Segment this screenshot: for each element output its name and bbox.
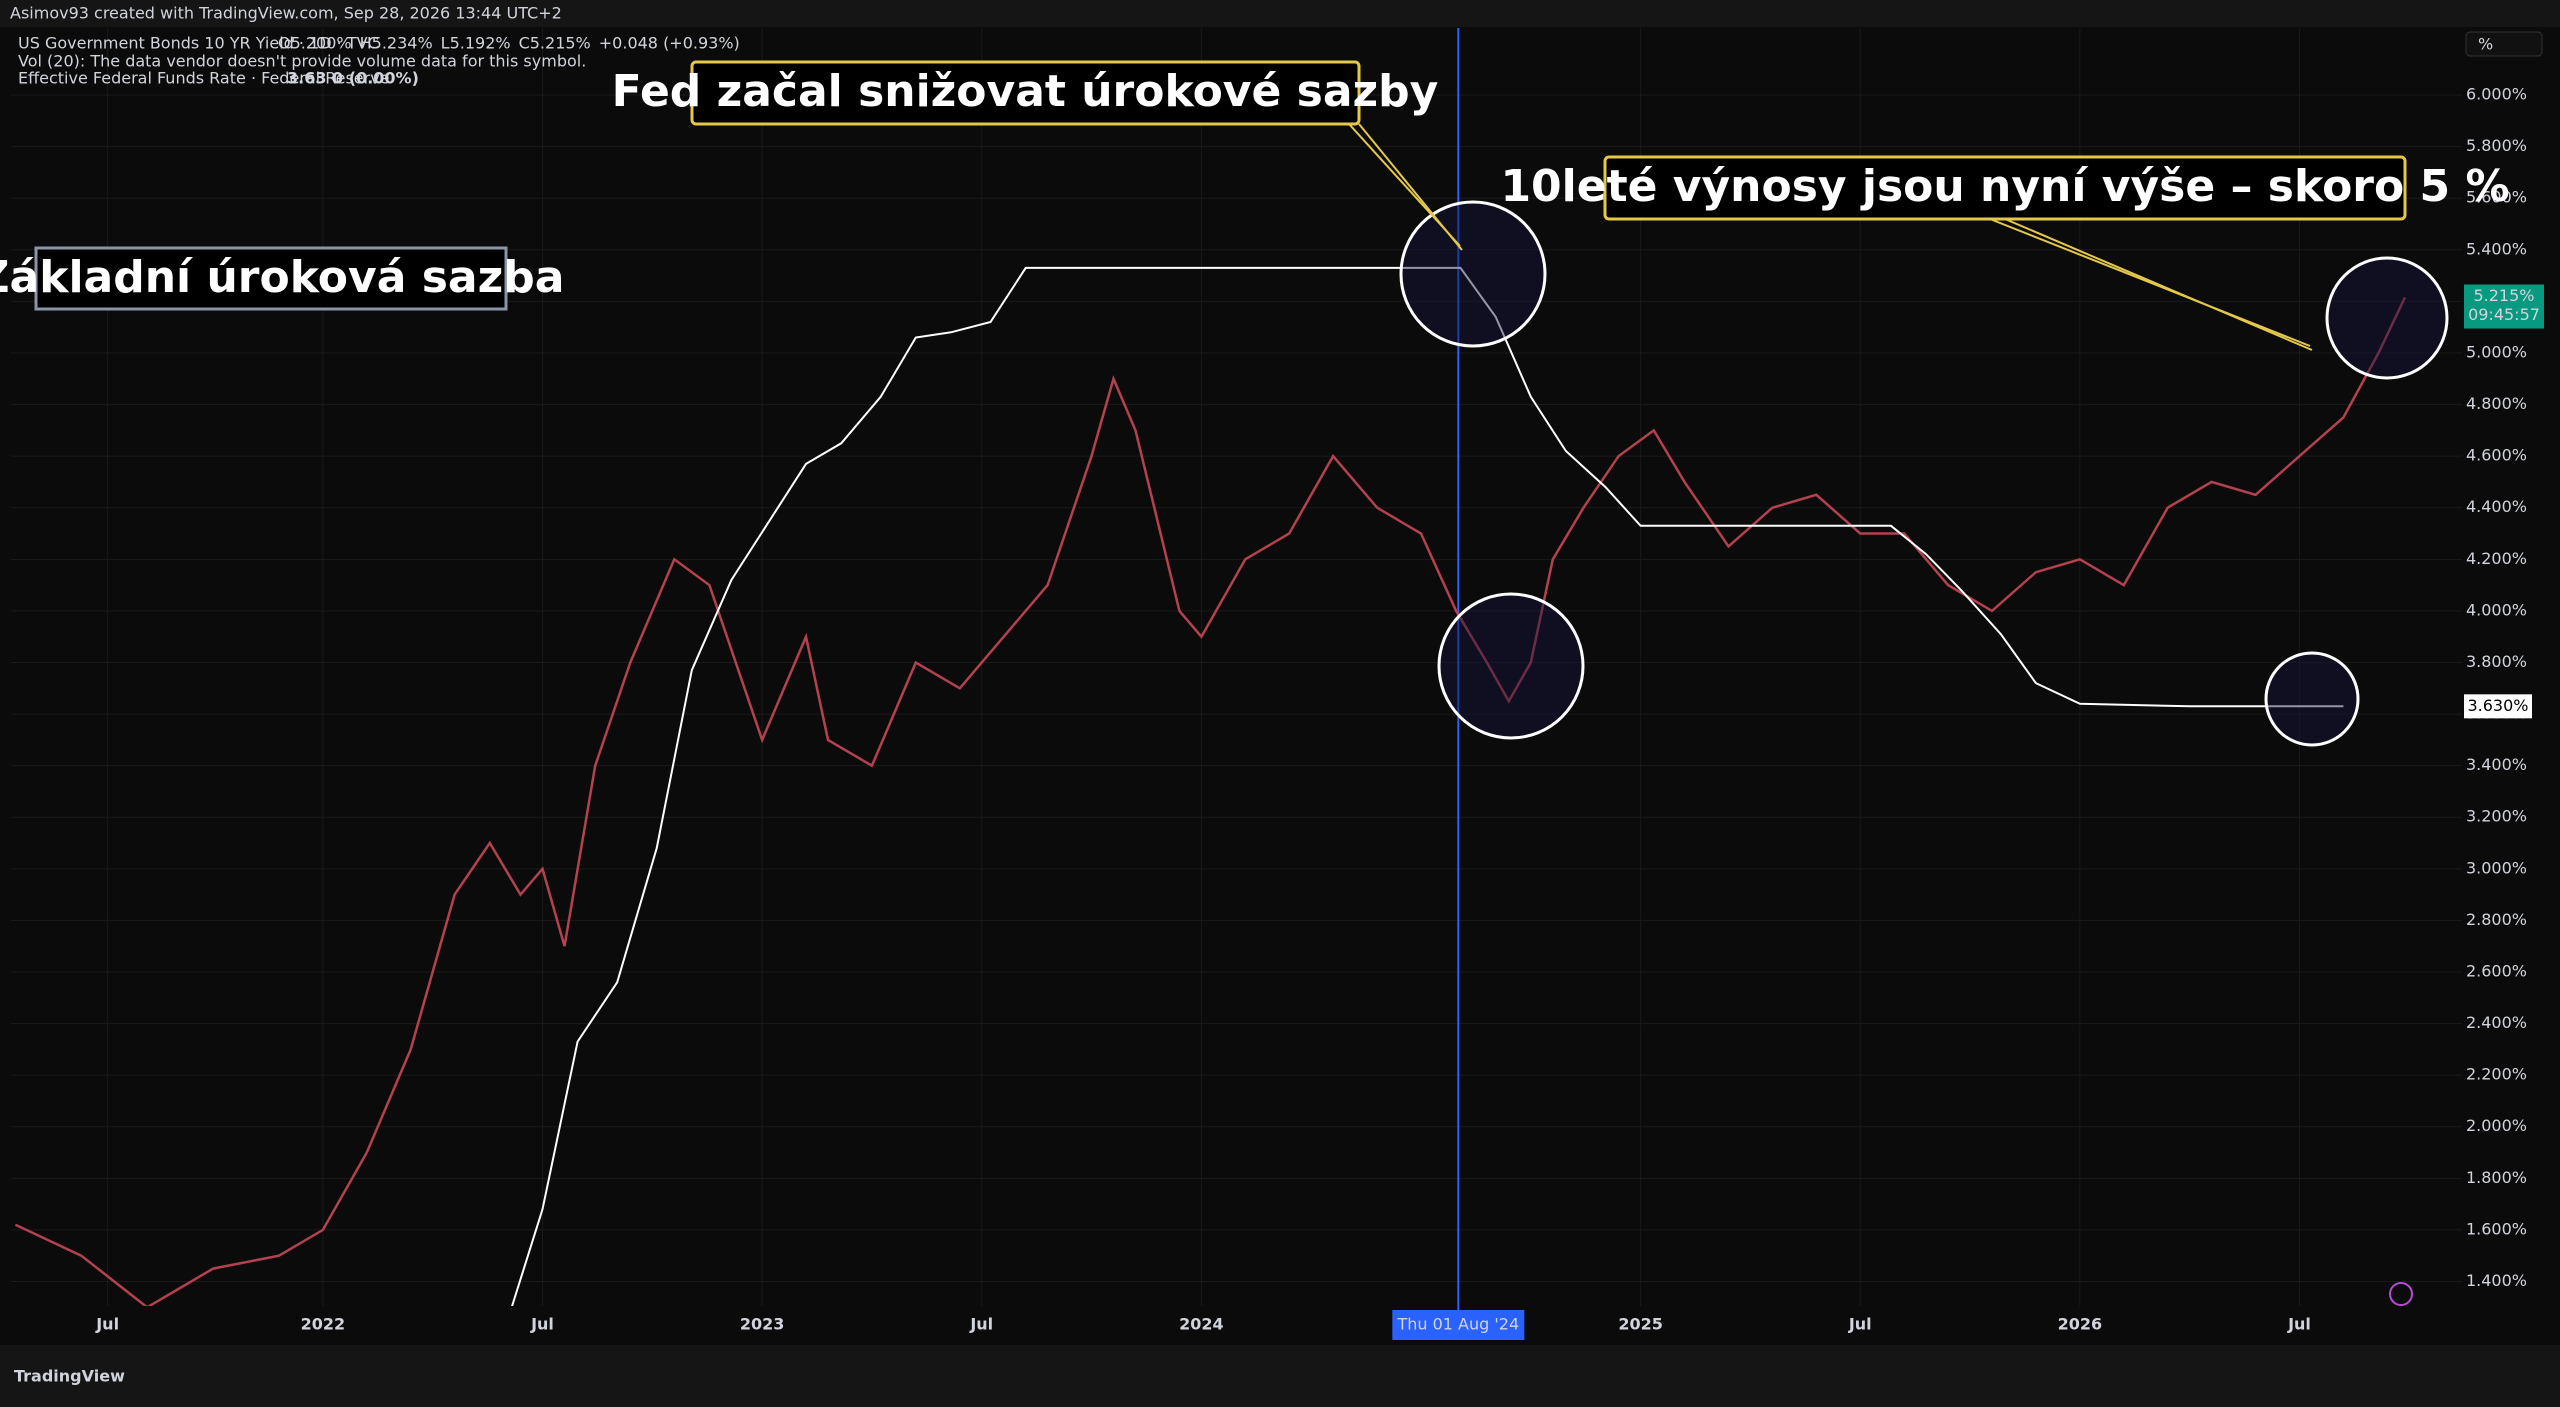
- legend-fed-values: 3.63 0 (0.00%): [287, 69, 419, 88]
- highlight-circle: [1437, 592, 1585, 740]
- x-tick-label: Jul: [95, 1315, 119, 1334]
- x-tick-label: 2025: [1618, 1315, 1663, 1334]
- y-tick-label: 1.600%: [2466, 1219, 2527, 1238]
- annotation: Základní úroková sazba: [0, 252, 564, 303]
- series-line: [14, 296, 2407, 1306]
- icon[interactable]: [2389, 1282, 2413, 1306]
- x-tick-label: 2023: [740, 1315, 785, 1334]
- scale-button[interactable]: [2465, 31, 2543, 57]
- y-tick-label: 2.000%: [2466, 1116, 2527, 1135]
- top-bar: [0, 0, 2560, 27]
- annotation-box: [690, 60, 1361, 126]
- x-tick-label: Jul: [530, 1315, 554, 1334]
- x-tick-label: Jul: [1848, 1315, 1872, 1334]
- y-tick-label: 4.200%: [2466, 549, 2527, 568]
- highlight-circle: [2325, 256, 2449, 380]
- annotation-box: [34, 246, 508, 311]
- y-tick-label: 5.800%: [2466, 136, 2527, 155]
- highlight-circle: [1399, 200, 1547, 348]
- y-tick-label: 1.400%: [2466, 1271, 2527, 1290]
- y-tick-label: 2.800%: [2466, 910, 2527, 929]
- legend-vol: Vol (20): The data vendor doesn't provid…: [18, 52, 586, 71]
- last-price: 5.215%: [2473, 286, 2534, 305]
- legend-ohlc: +0.048 (+0.93%): [599, 34, 740, 53]
- leader-line: [1989, 218, 2311, 347]
- legend-fed: Effective Federal Funds Rate · Federal R…: [18, 69, 390, 88]
- y-tick-label: 5.600%: [2466, 188, 2527, 207]
- annotation: 10leté výnosy jsou nyní výše – skoro 5 %: [1500, 161, 2509, 212]
- y-tick-label: 4.800%: [2466, 394, 2527, 413]
- x-tick-label: 2022: [301, 1315, 346, 1334]
- highlight-circle: [2264, 651, 2360, 747]
- y-tick-label: 5.400%: [2466, 239, 2527, 258]
- y-tick-label: 2.400%: [2466, 1013, 2527, 1032]
- header: Asimov93 created with TradingView.com, S…: [10, 4, 562, 23]
- leader-line: [2004, 218, 2313, 351]
- y-tick-label: 4.400%: [2466, 497, 2527, 516]
- annotation-box: [1603, 155, 2407, 221]
- legend-ohlc: C5.215%: [519, 34, 591, 53]
- legend-ohlc: O5.200%: [278, 34, 352, 53]
- fed-price-bg: [2464, 694, 2532, 719]
- crosshair-label-bg: [1392, 1310, 1525, 1340]
- leader-line: [1358, 123, 1463, 251]
- y-tick-label: 3.000%: [2466, 858, 2527, 877]
- y-tick-label: 3.400%: [2466, 755, 2527, 774]
- y-tick-label: 2.200%: [2466, 1065, 2527, 1084]
- legend-ohlc: H5.234%: [360, 34, 433, 53]
- last-price-bg: [2464, 284, 2544, 329]
- x-tick-label: 2026: [2058, 1315, 2103, 1334]
- legend-ohlc: L5.192%: [441, 34, 511, 53]
- y-tick-label: 5.000%: [2466, 342, 2527, 361]
- countdown: 09:45:57: [2468, 305, 2540, 324]
- fed-price: 3.630%: [2467, 696, 2528, 715]
- legend-main: US Government Bonds 10 YR Yield · 1D · T…: [18, 34, 379, 53]
- y-tick-label: 1.800%: [2466, 1168, 2527, 1187]
- scale-button-label[interactable]: %: [2478, 35, 2493, 54]
- y-tick-label: 6.000%: [2466, 85, 2527, 104]
- brand: TradingView: [14, 1367, 125, 1386]
- x-tick-label: 2024: [1179, 1315, 1224, 1334]
- y-tick-label: 3.800%: [2466, 652, 2527, 671]
- y-tick-label: 4.000%: [2466, 600, 2527, 619]
- bottom-bar: [0, 1345, 2560, 1407]
- y-tick-label: 2.600%: [2466, 961, 2527, 980]
- annotation: Fed začal snižovat úrokové sazby: [612, 66, 1439, 117]
- x-tick-label: Jul: [2287, 1315, 2311, 1334]
- series-line: [511, 266, 2344, 1306]
- y-tick-label: 3.200%: [2466, 807, 2527, 826]
- y-tick-label: 4.600%: [2466, 446, 2527, 465]
- crosshair-label: Thu 01 Aug '24: [1396, 1315, 1519, 1334]
- x-tick-label: Jul: [969, 1315, 993, 1334]
